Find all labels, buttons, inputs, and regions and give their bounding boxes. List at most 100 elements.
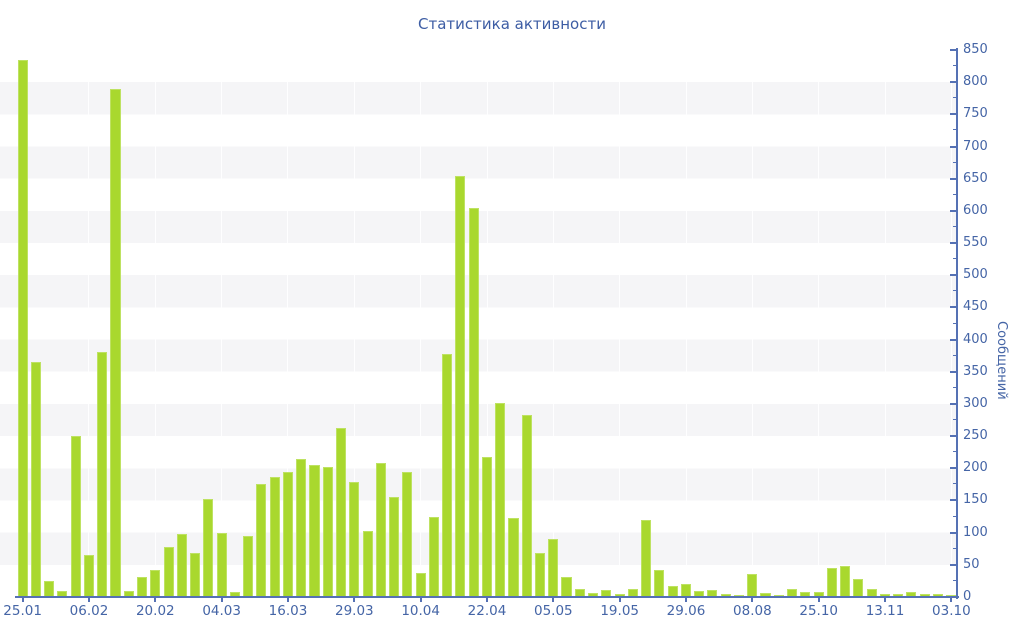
- y-axis-ticks: [950, 49, 956, 598]
- bar: [455, 175, 466, 597]
- x-tick: [154, 598, 157, 602]
- bar: [70, 436, 81, 597]
- bar: [150, 569, 161, 597]
- y-tick-label: 450: [963, 299, 988, 315]
- vertical-gridline: [420, 50, 422, 597]
- y-major-tick: [950, 467, 956, 470]
- x-tick-label: 22.04: [467, 603, 507, 619]
- bar: [707, 589, 718, 597]
- bar: [614, 594, 625, 597]
- bar: [627, 589, 638, 597]
- bar: [548, 539, 559, 597]
- y-minor-tick: [953, 322, 956, 324]
- bar: [428, 516, 439, 597]
- y-tick-label: 200: [963, 460, 988, 476]
- bar: [601, 589, 612, 597]
- bar: [296, 459, 307, 597]
- y-tick-label: 500: [963, 267, 988, 283]
- bar: [641, 519, 652, 597]
- bar: [375, 462, 386, 597]
- bar: [680, 584, 691, 597]
- bar: [349, 482, 360, 597]
- y-tick-label: 250: [963, 428, 988, 444]
- y-minor-tick: [953, 225, 956, 227]
- x-tick-label: 25.01: [3, 603, 42, 619]
- bar: [83, 555, 94, 597]
- y-major-tick: [950, 81, 956, 84]
- y-minor-tick: [953, 579, 956, 581]
- y-tick-label: 300: [963, 395, 988, 411]
- vertical-gridline: [221, 50, 223, 597]
- x-tick: [950, 598, 953, 602]
- bar: [97, 352, 108, 597]
- x-tick-label: 29.03: [334, 603, 374, 619]
- x-tick: [884, 598, 887, 602]
- bar: [322, 467, 333, 597]
- y-major-tick: [950, 596, 956, 598]
- x-tick: [685, 598, 687, 602]
- vertical-gridline: [619, 50, 621, 597]
- bar: [229, 591, 240, 597]
- vertical-gridline: [818, 50, 820, 597]
- y-tick-label: 100: [963, 524, 988, 540]
- y-tick-label: 600: [963, 202, 988, 218]
- y-tick-label: 350: [963, 363, 988, 379]
- y-major-tick: [950, 274, 956, 277]
- bar: [853, 578, 864, 597]
- y-major-tick: [950, 49, 956, 51]
- x-tick-label: 10.04: [401, 603, 440, 619]
- y-minor-tick: [953, 97, 956, 99]
- x-tick: [87, 598, 90, 602]
- vertical-gridline: [486, 50, 488, 597]
- bar: [17, 59, 28, 597]
- bar: [389, 496, 400, 597]
- y-major-tick: [950, 113, 956, 116]
- x-tick-label: 05.05: [534, 603, 573, 619]
- x-tick-label: 04.03: [202, 603, 241, 619]
- vertical-gridline: [884, 50, 886, 597]
- y-minor-tick: [953, 290, 956, 292]
- y-major-tick: [950, 177, 956, 180]
- y-major-tick: [950, 563, 956, 566]
- y-major-tick: [950, 338, 956, 341]
- y-major-tick: [950, 306, 956, 309]
- y-tick-label: 800: [963, 74, 988, 90]
- bar: [468, 207, 479, 597]
- y-tick-label: 0: [963, 589, 972, 604]
- x-tick-label: 25.10: [799, 603, 839, 619]
- vertical-gridline: [353, 50, 355, 597]
- y-major-tick: [950, 499, 956, 502]
- bar: [216, 532, 227, 597]
- bars-layer: [16, 50, 958, 597]
- y-tick-label: 550: [963, 235, 988, 251]
- bar: [136, 577, 148, 597]
- x-tick: [552, 598, 555, 602]
- y-tick-label: 850: [963, 42, 988, 57]
- bar: [932, 594, 943, 597]
- x-tick-label: 13.11: [865, 603, 905, 619]
- y-major-tick: [950, 531, 956, 534]
- bar: [176, 533, 187, 597]
- bar: [919, 594, 930, 597]
- y-major-tick: [950, 402, 956, 405]
- x-axis-ticks: [16, 598, 958, 603]
- x-tick-label: 16.03: [268, 603, 308, 619]
- x-tick: [419, 598, 422, 602]
- bar: [335, 428, 347, 597]
- y-minor-tick: [953, 483, 956, 485]
- x-axis-line: [15, 596, 959, 598]
- vertical-gridline: [154, 50, 156, 597]
- x-tick: [286, 598, 289, 602]
- vertical-gridline: [751, 50, 753, 597]
- bar: [760, 593, 771, 597]
- y-axis-title: Сообщений: [994, 320, 1009, 400]
- bar: [243, 535, 254, 597]
- x-tick: [618, 598, 621, 602]
- bar: [123, 590, 134, 597]
- x-tick-label: 03.10: [932, 603, 971, 619]
- bar: [362, 530, 373, 597]
- x-tick: [817, 598, 820, 602]
- x-tick-label: 08.08: [733, 603, 772, 619]
- y-major-tick: [950, 209, 956, 212]
